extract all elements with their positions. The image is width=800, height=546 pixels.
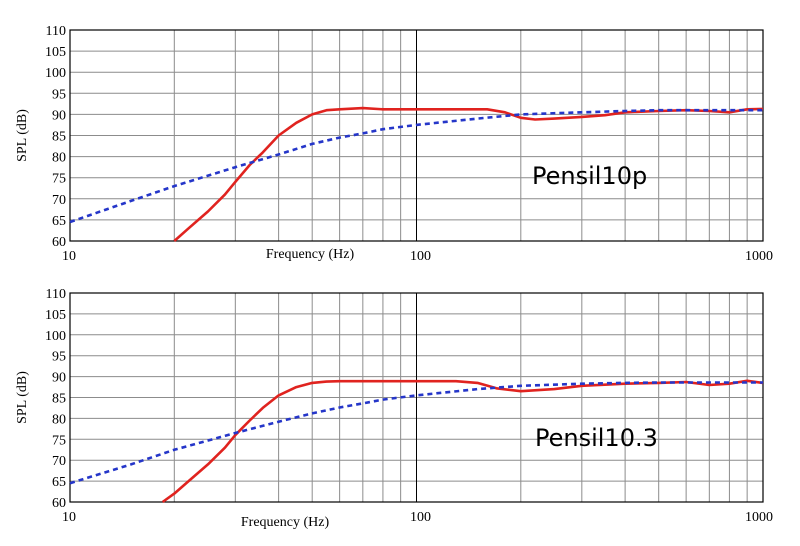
plot-frame	[69, 29, 764, 242]
y-tick-label: 90	[52, 371, 66, 386]
y-tick-label: 60	[52, 235, 66, 250]
x-tick-label: 1000	[745, 249, 773, 264]
y-tick-label: 75	[52, 172, 66, 187]
chart-annotation: Pensil10p	[532, 162, 647, 190]
y-tick-label: 100	[45, 329, 66, 344]
y-tick-label: 75	[52, 433, 66, 448]
x-tick-label: 10	[62, 510, 76, 525]
y-tick-label: 105	[45, 308, 66, 323]
y-tick-label: 65	[52, 475, 66, 490]
y-tick-label: 80	[52, 151, 66, 166]
y-tick-label: 105	[45, 45, 66, 60]
y-tick-label: 60	[52, 496, 66, 511]
chart-2: 60 65 70 75 80 85 90 95 100 105 110 10 100 1000 Freque…	[15, 287, 773, 530]
y-tick-label: 70	[52, 454, 66, 469]
x-tick-label: 1000	[745, 510, 773, 525]
y-tick-label: 85	[52, 130, 66, 145]
y-tick-label: 95	[52, 87, 66, 102]
y-tick-label: 110	[46, 24, 66, 39]
plot-frame	[69, 292, 764, 503]
y-axis-title: SPL (dB)	[15, 371, 30, 424]
chart-1: 60 65 70 75 80 85 90 95 100 105 110 10 100 1000 Freque…	[15, 24, 773, 264]
y-tick-label: 90	[52, 108, 66, 123]
y-tick-label: 65	[52, 214, 66, 229]
series-line-solid	[173, 106, 764, 242]
y-tick-label: 100	[45, 66, 66, 81]
series-line-dashed	[69, 108, 763, 224]
y-tick-label: 110	[46, 287, 66, 302]
y-axis-title: SPL (dB)	[15, 109, 30, 162]
x-tick-label: 100	[410, 249, 431, 264]
x-tick-label: 100	[410, 510, 431, 525]
x-axis-title: Frequency (Hz)	[266, 247, 355, 262]
x-tick-label: 10	[62, 249, 76, 264]
series-line-dashed	[69, 381, 763, 485]
y-tick-label: 70	[52, 193, 66, 208]
y-tick-label: 85	[52, 392, 66, 407]
series-line-solid	[161, 379, 764, 504]
y-tick-label: 95	[52, 350, 66, 365]
x-axis-title: Frequency (Hz)	[241, 515, 330, 530]
chart-annotation: Pensil10.3	[535, 424, 658, 452]
y-tick-label: 80	[52, 412, 66, 427]
